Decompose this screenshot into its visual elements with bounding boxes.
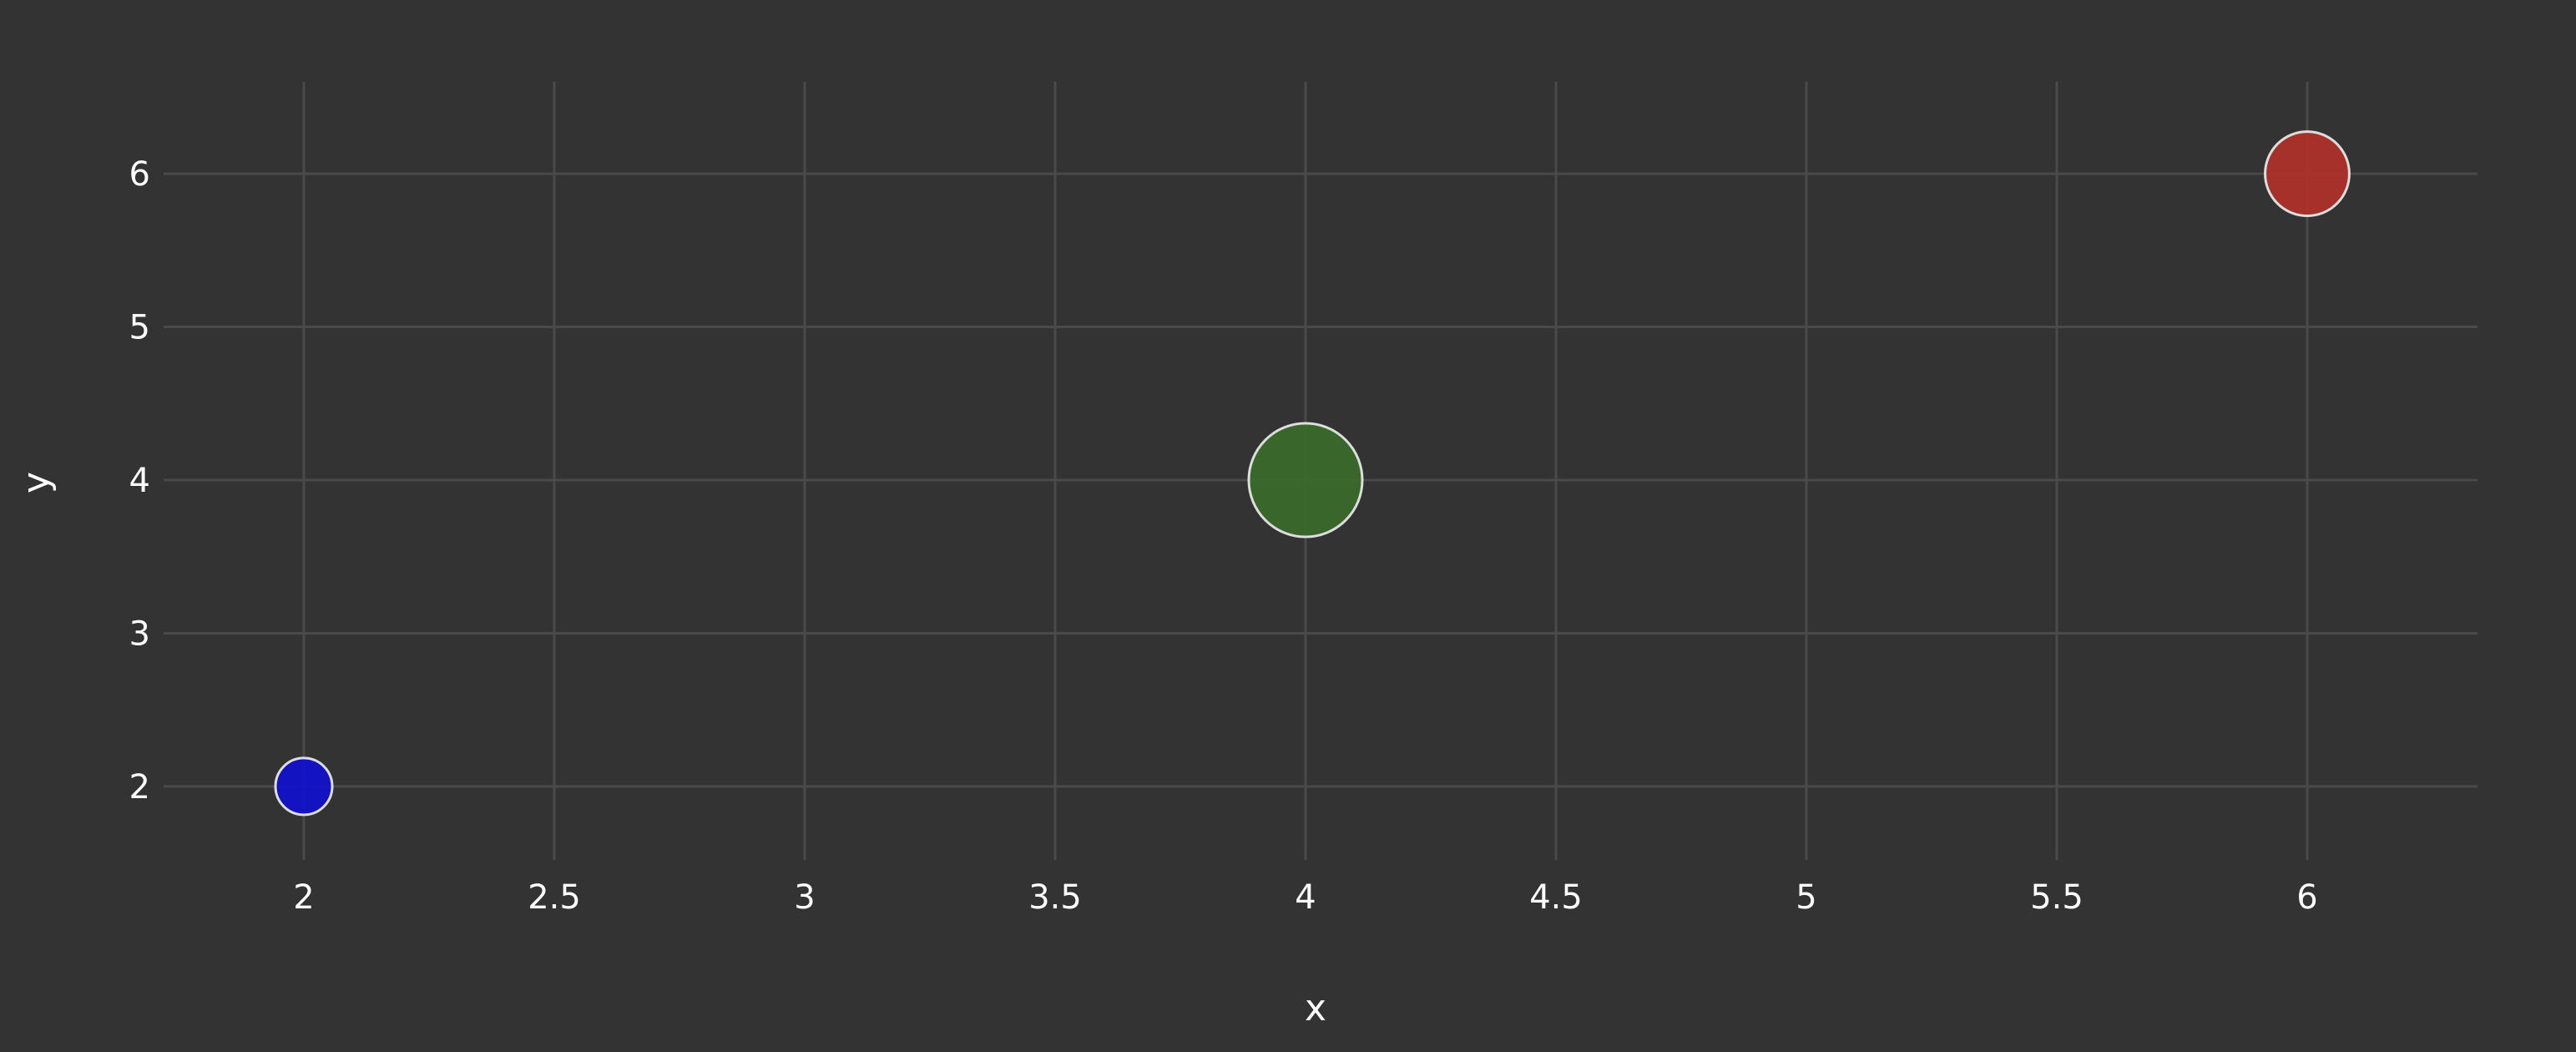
x-tick-label: 2: [293, 878, 314, 917]
y-axis-title: y: [15, 472, 58, 493]
y-tick-label: 4: [129, 462, 150, 500]
y-tick-labels: 2 3 4 5 6: [129, 155, 150, 807]
x-tick-label: 3: [794, 878, 815, 917]
x-tick-label: 6: [2296, 878, 2317, 917]
data-points: [274, 130, 2351, 817]
x-tick-label: 4: [1295, 878, 1316, 917]
x-tick-label: 5: [1796, 878, 1816, 917]
data-point-1: [274, 756, 334, 817]
x-tick-label: 2.5: [528, 878, 581, 917]
x-tick-labels: 2 2.5 3 3.5 4 4.5 5 5.5 6: [293, 878, 2317, 917]
data-point-2: [1247, 422, 1364, 539]
x-tick-label: 4.5: [1529, 878, 1583, 917]
x-tick-label: 5.5: [2030, 878, 2084, 917]
data-point-3: [2264, 130, 2351, 218]
x-axis-title: x: [1305, 987, 1326, 1029]
y-tick-label: 5: [129, 309, 150, 347]
y-tick-label: 6: [129, 155, 150, 194]
y-tick-label: 2: [129, 768, 150, 807]
x-tick-label: 3.5: [1028, 878, 1082, 917]
y-grid: [164, 172, 2478, 788]
y-tick-label: 3: [129, 615, 150, 653]
